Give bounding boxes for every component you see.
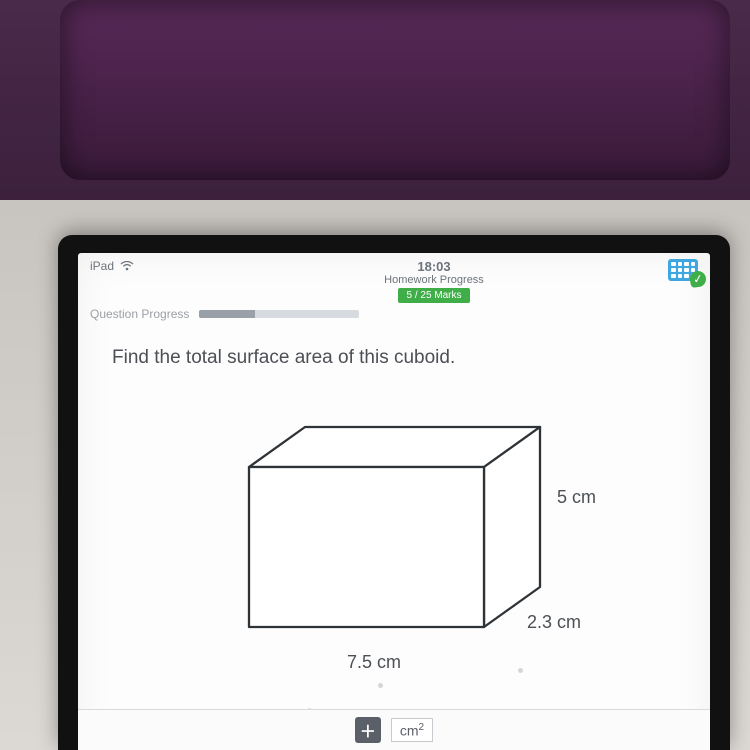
show-keypad-button[interactable]: ＋ [355, 717, 381, 743]
cuboid-diagram: 7.5 cm 2.3 cm 5 cm [112, 387, 676, 687]
length-label: 7.5 cm [347, 652, 401, 673]
photo-background: iPad 18:03 Homework Progress 5 / 25 Mark… [0, 0, 750, 750]
keypad-icon[interactable]: ✓ [668, 259, 698, 281]
check-icon: ✓ [689, 270, 707, 288]
height-label: 5 cm [557, 487, 596, 508]
unit-text: cm [400, 722, 419, 738]
question-progress-label: Question Progress [90, 307, 189, 321]
ipad-screen: iPad 18:03 Homework Progress 5 / 25 Mark… [78, 253, 710, 750]
question-content: Find the total surface area of this cubo… [78, 325, 710, 687]
status-bar: iPad 18:03 Homework Progress 5 / 25 Mark… [78, 253, 710, 307]
question-progress-row: Question Progress [78, 307, 710, 325]
tray-edge [60, 0, 730, 180]
clock-time: 18:03 [230, 259, 638, 274]
homework-progress-label: Homework Progress [230, 274, 638, 286]
device-label: iPad [90, 259, 114, 273]
marks-badge: 5 / 25 Marks [398, 288, 469, 303]
width-label: 2.3 cm [527, 612, 581, 633]
question-progress-bar [199, 310, 359, 318]
answer-unit[interactable]: cm2 [391, 718, 433, 743]
unit-exp: 2 [419, 722, 425, 733]
ipad-device: iPad 18:03 Homework Progress 5 / 25 Mark… [58, 235, 730, 750]
speck [378, 683, 383, 688]
question-progress-fill [199, 310, 255, 318]
wifi-icon [120, 261, 134, 271]
question-text: Find the total surface area of this cubo… [112, 347, 676, 369]
speck [518, 668, 523, 673]
answer-bar: ＋ cm2 [78, 709, 710, 750]
